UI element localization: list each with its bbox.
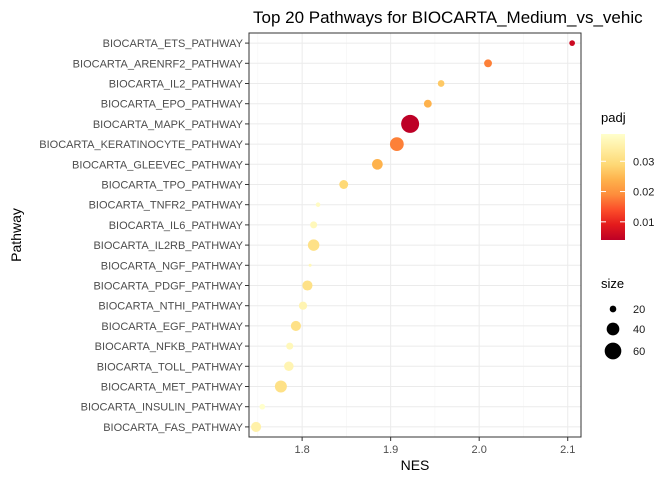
data-point — [274, 380, 287, 393]
color-legend-label: 0.03 — [633, 156, 654, 168]
data-point — [372, 158, 383, 170]
data-point — [389, 137, 404, 151]
y-tick-label: BIOCARTA_IL2_PATHWAY — [109, 79, 244, 91]
y-tick-label: BIOCARTA_ARENRF2_PATHWAY — [73, 58, 244, 70]
data-point — [569, 40, 575, 46]
data-point — [484, 59, 492, 68]
y-tick-label: BIOCARTA_EGF_PATHWAY — [101, 321, 243, 333]
y-tick-label: BIOCARTA_IL2RB_PATHWAY — [93, 240, 243, 252]
panel-border — [248, 32, 582, 438]
y-tick-label: BIOCARTA_NTHI_PATHWAY — [98, 301, 243, 313]
size-legend-label: 60 — [633, 346, 645, 358]
data-point — [284, 361, 294, 372]
y-tick-label: BIOCARTA_TNFR2_PATHWAY — [89, 200, 244, 212]
x-tick-label: 1.9 — [383, 444, 398, 456]
data-point — [339, 180, 349, 189]
chart-title: Top 20 Pathways for BIOCARTA_Medium_vs_v… — [253, 8, 643, 27]
size-legend-point — [604, 342, 622, 360]
size-legend-label: 40 — [633, 324, 645, 336]
color-legend-label: 0.02 — [633, 187, 654, 199]
data-point — [315, 202, 321, 207]
y-tick-label: BIOCARTA_MAPK_PATHWAY — [93, 119, 244, 131]
size-legend-point — [606, 322, 620, 336]
y-axis-title: Pathway — [8, 208, 24, 262]
y-tick-label: BIOCARTA_EPO_PATHWAY — [101, 99, 244, 111]
data-point — [437, 80, 445, 87]
color-legend-bar — [601, 134, 625, 240]
y-tick-label: BIOCARTA_TOLL_PATHWAY — [97, 361, 244, 373]
data-point — [298, 301, 308, 310]
x-tick-label: 1.8 — [294, 444, 309, 456]
y-tick-label: BIOCARTA_NFKB_PATHWAY — [95, 341, 244, 353]
y-tick-label: BIOCARTA_GLEEVEC_PATHWAY — [72, 159, 244, 171]
size-legend-point — [609, 305, 617, 313]
color-legend-title: padj — [601, 110, 626, 125]
data-point — [307, 239, 320, 251]
data-point — [286, 342, 294, 350]
x-tick-label: 2.0 — [472, 444, 487, 456]
data-point — [401, 114, 420, 133]
y-tick-label: BIOCARTA_NGF_PATHWAY — [101, 260, 244, 272]
y-tick-label: BIOCARTA_KERATINOCYTE_PATHWAY — [39, 139, 243, 151]
x-tick-label: 2.1 — [560, 444, 575, 456]
y-tick-label: BIOCARTA_IL6_PATHWAY — [109, 220, 244, 232]
data-point — [310, 221, 318, 229]
y-tick-label: BIOCARTA_FAS_PATHWAY — [103, 422, 243, 434]
y-tick-label: BIOCARTA_INSULIN_PATHWAY — [81, 402, 244, 414]
x-axis-title: NES — [401, 457, 430, 473]
y-tick-label: BIOCARTA_MET_PATHWAY — [101, 382, 244, 394]
y-tick-label: BIOCARTA_TPO_PATHWAY — [101, 180, 243, 192]
color-legend-label: 0.01 — [633, 217, 654, 229]
data-point — [423, 99, 432, 108]
size-legend-title: size — [601, 276, 624, 291]
y-tick-label: BIOCARTA_PDGF_PATHWAY — [93, 281, 243, 293]
y-tick-label: BIOCARTA_ETS_PATHWAY — [103, 38, 244, 50]
size-legend-label: 20 — [633, 304, 645, 316]
data-point — [308, 263, 312, 267]
panel-background — [249, 33, 581, 437]
data-point — [251, 421, 262, 432]
data-point — [302, 280, 313, 291]
data-point — [259, 403, 266, 410]
data-point — [290, 320, 301, 331]
